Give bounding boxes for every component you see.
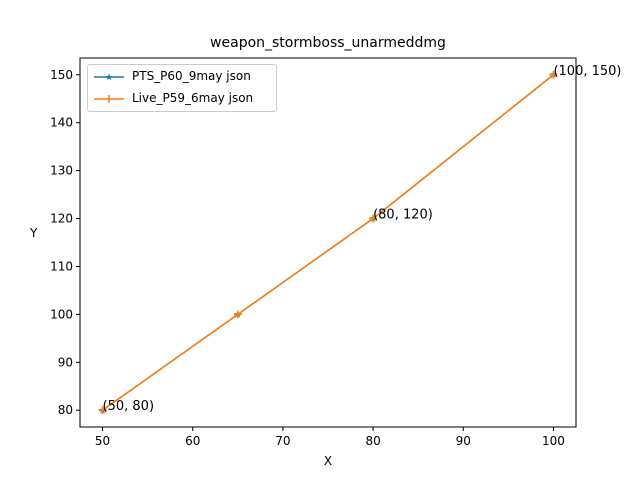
data-point <box>549 70 558 79</box>
series-line-2 <box>102 74 554 411</box>
chart-title: weapon_stormboss_unarmeddmg <box>210 35 446 51</box>
y-tick-label: 140 <box>50 116 73 130</box>
legend-label-series-1: PTS_P60_9may json <box>132 69 251 83</box>
x-axis-label: X <box>323 454 333 468</box>
data-point <box>98 406 107 415</box>
legend-swatch-series-1 <box>94 73 124 80</box>
y-axis-label: Y <box>30 226 38 240</box>
x-tick-label: 90 <box>456 434 471 448</box>
legend-item-series-1: PTS_P60_9may json <box>88 67 276 87</box>
data-point <box>369 214 378 223</box>
y-tick-label: 150 <box>50 68 73 82</box>
y-tick-label: 80 <box>58 403 73 417</box>
axes-frame <box>79 57 577 428</box>
y-tick-label: 110 <box>50 259 73 273</box>
y-tick-label: 100 <box>50 307 73 321</box>
x-tick-label: 80 <box>365 434 380 448</box>
y-tick-label: 90 <box>58 355 73 369</box>
data-label: (100, 150) <box>553 64 621 79</box>
y-tick-label: 120 <box>50 212 73 226</box>
x-tick-label: 100 <box>542 434 565 448</box>
legend: PTS_P60_9may json Live_P59_6may json <box>87 64 277 112</box>
legend-swatch-series-2 <box>94 95 124 103</box>
plot-area <box>80 58 576 427</box>
x-tick-label: 70 <box>275 434 290 448</box>
x-tick-label: 50 <box>95 434 110 448</box>
data-label: (50, 80) <box>103 399 155 414</box>
data-label: (80, 120) <box>373 208 433 223</box>
y-tick-label: 130 <box>50 164 73 178</box>
data-point <box>233 310 242 319</box>
legend-item-series-2: Live_P59_6may json <box>88 89 276 109</box>
x-tick-label: 60 <box>185 434 200 448</box>
legend-label-series-2: Live_P59_6may json <box>132 91 254 105</box>
